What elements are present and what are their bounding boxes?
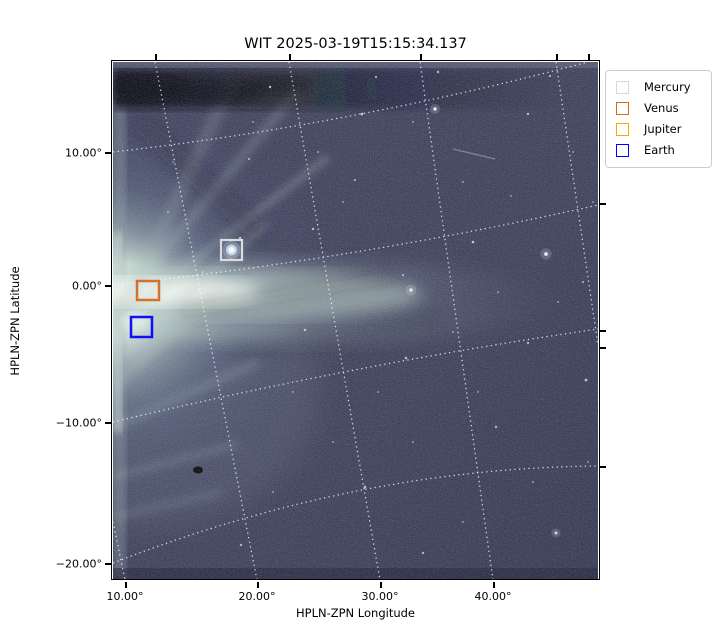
tick-mark	[155, 54, 157, 60]
legend-label: Jupiter	[644, 121, 682, 136]
y-tick-label: 10.00°	[65, 146, 102, 160]
x-axis-label: HPLN-ZPN Longitude	[295, 606, 415, 620]
tick-mark	[600, 466, 606, 468]
tick-mark	[105, 285, 111, 287]
legend-label: Venus	[644, 100, 679, 115]
jupiter-swatch	[616, 123, 629, 136]
image-noise	[113, 62, 598, 580]
x-tick-label: 10.00°	[106, 590, 144, 603]
tick-mark	[105, 563, 111, 565]
legend-item-jupiter: Jupiter	[616, 119, 703, 140]
x-tick-label: 20.00°	[238, 590, 276, 603]
tick-mark	[420, 54, 422, 60]
y-tick-label: 0.00°	[72, 279, 102, 293]
legend: Mercury Venus Jupiter Earth	[605, 70, 712, 168]
legend-item-venus: Venus	[616, 98, 703, 119]
sky-image	[113, 62, 598, 580]
tick-mark	[600, 347, 606, 349]
tick-mark	[105, 152, 111, 154]
venus-swatch	[616, 102, 629, 115]
legend-item-earth: Earth	[616, 140, 703, 161]
tick-mark	[600, 330, 606, 332]
tick-mark	[600, 203, 606, 205]
x-tick-label: 30.00°	[361, 590, 399, 603]
tick-mark	[493, 582, 495, 588]
y-axis-label: HPLN-ZPN Latitude	[8, 266, 22, 376]
tick-mark	[556, 54, 558, 60]
plot-title: WIT 2025-03-19T15:15:34.137	[244, 36, 467, 52]
tick-mark	[257, 582, 259, 588]
mercury-swatch	[616, 81, 629, 94]
legend-label: Earth	[644, 142, 675, 157]
x-tick-label: 40.00°	[474, 590, 512, 603]
tick-mark	[125, 582, 127, 588]
legend-label: Mercury	[644, 79, 691, 94]
tick-mark	[105, 422, 111, 424]
tick-mark	[588, 54, 590, 60]
y-tick-label: −10.00°	[55, 416, 102, 430]
earth-swatch	[616, 144, 629, 157]
legend-item-mercury: Mercury	[616, 77, 703, 98]
tick-mark	[380, 582, 382, 588]
tick-mark	[289, 54, 291, 60]
y-tick-label: −20.00°	[55, 557, 102, 571]
